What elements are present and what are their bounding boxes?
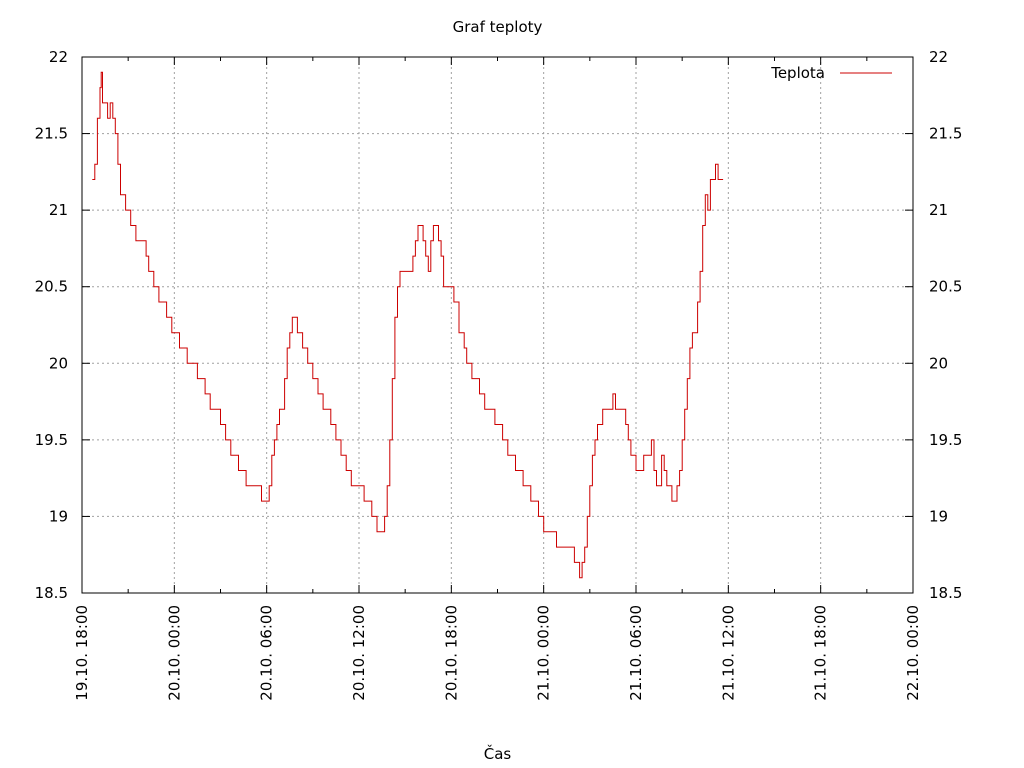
y-tick-label-left: 20 <box>49 354 68 372</box>
y-tick-label-left: 22 <box>49 48 68 66</box>
y-tick-label-right: 20 <box>929 354 948 372</box>
axis-ticks <box>81 56 914 594</box>
y-tick-label-right: 22 <box>929 48 948 66</box>
y-tick-label-left: 21.5 <box>35 125 68 143</box>
y-tick-label-left: 20.5 <box>35 278 68 296</box>
x-tick-label: 21.10. 18:00 <box>812 605 830 701</box>
x-tick-label: 19.10. 18:00 <box>73 605 91 701</box>
legend: Teplota <box>770 64 892 82</box>
y-tick-label-left: 21 <box>49 201 68 219</box>
x-tick-label: 22.10. 00:00 <box>904 605 922 701</box>
x-tick-label: 20.10. 00:00 <box>165 605 183 701</box>
series-line-teplota <box>92 71 724 579</box>
y-tick-label-right: 18.5 <box>929 584 962 602</box>
x-tick-label: 21.10. 06:00 <box>627 605 645 701</box>
x-tick-label: 20.10. 18:00 <box>442 605 460 701</box>
y-tick-label-right: 21 <box>929 201 948 219</box>
legend-label-teplota: Teplota <box>770 64 825 82</box>
y-tick-label-left: 18.5 <box>35 584 68 602</box>
y-tick-label-left: 19 <box>49 507 68 525</box>
grid-lines <box>82 57 913 593</box>
x-tick-label: 20.10. 12:00 <box>350 605 368 701</box>
chart-title: Graf teploty <box>453 18 543 36</box>
plot-frame <box>81 56 914 594</box>
tick-labels: 18.5 18.5 19 19 19.5 19.5 20 20 20.5 20.5 21 21 21.5… <box>35 48 963 701</box>
x-tick-label: 21.10. 12:00 <box>719 605 737 701</box>
y-tick-label-right: 19.5 <box>929 431 962 449</box>
y-tick-label-right: 21.5 <box>929 125 962 143</box>
y-tick-label-right: 20.5 <box>929 278 962 296</box>
x-tick-label: 20.10. 06:00 <box>258 605 276 701</box>
x-axis-label: Čas <box>484 744 512 763</box>
y-tick-label-left: 19.5 <box>35 431 68 449</box>
y-tick-label-right: 19 <box>929 507 948 525</box>
x-tick-label: 21.10. 00:00 <box>535 605 553 701</box>
